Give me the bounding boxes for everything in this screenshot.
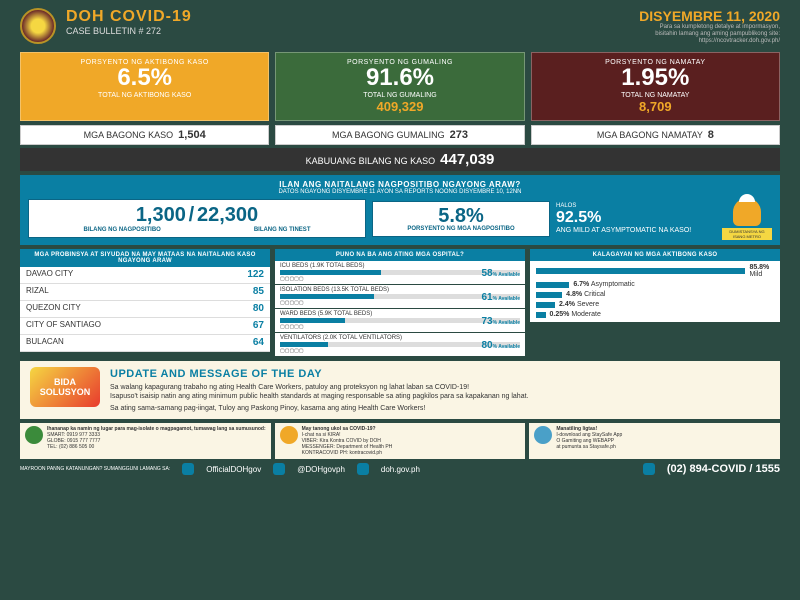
worker-icon: DUMISTANSYA NG ISANG METRO xyxy=(722,198,772,240)
bulletin-title: DOH COVID-19 xyxy=(66,8,629,26)
province-row: CITY OF SANTIAGO67 xyxy=(20,318,270,335)
bulletin-date: DISYEMBRE 11, 2020 xyxy=(639,8,780,24)
provinces-col: MGA PROBINSYA AT SIYUDAD NA MAY MATAAS N… xyxy=(20,249,270,357)
contact-box: Ihananap ka namin ng lugar para mag-isol… xyxy=(20,423,271,459)
bida-logo: BIDA SOLUSYON xyxy=(30,367,100,407)
province-row: QUEZON CITY80 xyxy=(20,301,270,318)
web-icon xyxy=(357,463,369,475)
new-stats-row: MGA BAGONG KASO 1,504 MGA BAGONG GUMALING… xyxy=(20,125,780,145)
total-cases-bar: KABUUANG BILANG NG KASO 447,039 xyxy=(20,148,780,171)
contact-box: Manatiling ligtas!I-download ang StaySaf… xyxy=(529,423,780,459)
bulletin-date-sub: Para sa kumpletong detalye at impormasyo… xyxy=(639,24,780,46)
bed-item: ICU BEDS (1.9K TOTAL BEDS)58% Available▢… xyxy=(275,261,525,284)
province-row: RIZAL85 xyxy=(20,284,270,301)
status-item: 0.25% Moderate xyxy=(532,310,778,320)
positive-panel: ILAN ANG NAITALANG NAGPOSITIBO NGAYONG A… xyxy=(20,175,780,245)
hospital-col: PUNO NA BA ANG ATING MGA OSPITAL? ICU BE… xyxy=(275,249,525,357)
status-item: 6.7% Asymptomatic xyxy=(532,280,778,290)
status-col: KALAGAYAN NG MGA AKTIBONG KASO 85.8% Mil… xyxy=(530,249,780,357)
stat-card: PORSYENTO NG AKTIBONG KASO6.5%TOTAL NG A… xyxy=(20,52,269,121)
main-stats-row: PORSYENTO NG AKTIBONG KASO6.5%TOTAL NG A… xyxy=(20,52,780,121)
contacts-row: Ihananap ka namin ng lugar para mag-isol… xyxy=(20,423,780,459)
province-row: BULACAN64 xyxy=(20,335,270,352)
bulletin-number: CASE BULLETIN # 272 xyxy=(66,26,629,36)
stat-card: PORSYENTO NG NAMATAY1.95%TOTAL NG NAMATA… xyxy=(531,52,780,121)
bed-item: VENTILATORS (2.0K TOTAL VENTILATORS)80% … xyxy=(275,333,525,356)
bed-item: WARD BEDS (5.9K TOTAL BEDS)73% Available… xyxy=(275,309,525,332)
doh-logo xyxy=(20,8,56,44)
status-item: 85.8% Mild xyxy=(532,263,778,280)
twitter-icon xyxy=(273,463,285,475)
stat-card: PORSYENTO NG GUMALING91.6%TOTAL NG GUMAL… xyxy=(275,52,524,121)
new-stat: MGA BAGONG GUMALING 273 xyxy=(275,125,524,145)
bed-item: ISOLATION BEDS (13.5K TOTAL BEDS)61% Ava… xyxy=(275,285,525,308)
status-item: 2.4% Severe xyxy=(532,300,778,310)
new-stat: MGA BAGONG KASO 1,504 xyxy=(20,125,269,145)
header: DOH COVID-19 CASE BULLETIN # 272 DISYEMB… xyxy=(20,8,780,46)
status-item: 4.8% Critical xyxy=(532,290,778,300)
message-panel: BIDA SOLUSYON UPDATE AND MESSAGE OF THE … xyxy=(20,361,780,420)
new-stat: MGA BAGONG NAMATAY 8 xyxy=(531,125,780,145)
province-row: DAVAO CITY122 xyxy=(20,267,270,284)
facebook-icon xyxy=(182,463,194,475)
phone-icon xyxy=(643,463,655,475)
contact-box: May tanong ukol sa COVID-19?I-chat na si… xyxy=(275,423,526,459)
footer: MAYROON PANNG KATANUNGAN? SUMANGGUNI LAM… xyxy=(20,463,780,475)
